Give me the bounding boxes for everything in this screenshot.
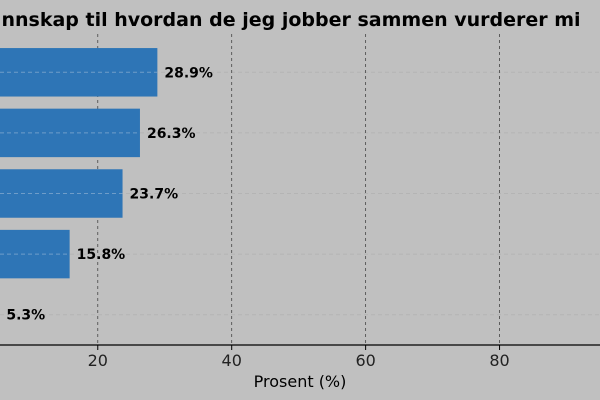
bars bbox=[0, 48, 158, 279]
chart-title: nnskap til hvordan de jeg jobber sammen … bbox=[1, 9, 580, 31]
x-tick-label: 60 bbox=[355, 351, 375, 370]
bar-value-label: 28.9% bbox=[164, 65, 213, 81]
x-tick-label: 80 bbox=[489, 351, 509, 370]
bar-value-label: 23.7% bbox=[130, 187, 179, 203]
vertical-gridlines bbox=[97, 34, 500, 345]
bar-value-label: 15.8% bbox=[77, 247, 126, 263]
x-axis-label: Prosent (%) bbox=[254, 372, 347, 391]
x-tick-label: 40 bbox=[222, 351, 242, 370]
x-tick-label: 20 bbox=[88, 351, 108, 370]
bar bbox=[0, 108, 140, 158]
bar-value-labels: 28.9% 26.3% 23.7% 15.8% 5.3% bbox=[6, 65, 213, 323]
bar bbox=[0, 169, 123, 218]
x-axis-ticks: 20 40 60 80 bbox=[88, 345, 510, 370]
bar-value-label: 26.3% bbox=[147, 126, 196, 142]
bar-value-label: 5.3% bbox=[6, 308, 45, 324]
